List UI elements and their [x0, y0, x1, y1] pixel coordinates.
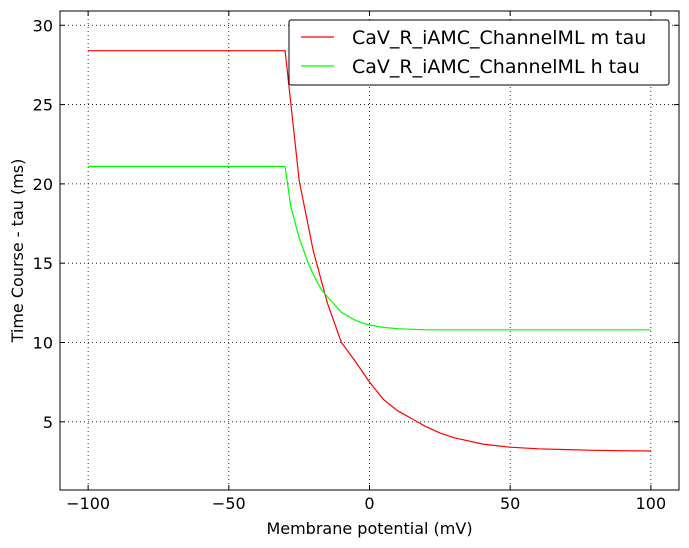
x-axis-label: Membrane potential (mV) — [266, 519, 472, 538]
x-tick-label: −50 — [212, 494, 246, 513]
series-line-1 — [88, 165, 651, 331]
legend-label-h-tau: CaV_R_iAMC_ChannelML h tau — [352, 56, 640, 78]
legend-label-m-tau: CaV_R_iAMC_ChannelML m tau — [352, 27, 646, 49]
x-tick-label: −100 — [66, 494, 110, 513]
y-tick-label: 25 — [33, 96, 53, 115]
x-tick-label: 0 — [364, 494, 374, 513]
y-axis-label: Time Course - tau (ms) — [8, 159, 27, 344]
legend: CaV_R_iAMC_ChannelML m tau CaV_R_iAMC_Ch… — [288, 19, 670, 86]
series-line-0 — [88, 50, 651, 452]
tick-labels: −100 −50 0 50 100 5 10 15 20 25 30 — [33, 16, 666, 513]
y-tick-label: 5 — [43, 413, 53, 432]
y-tick-label: 20 — [33, 175, 53, 194]
y-tick-label: 10 — [33, 333, 53, 352]
x-tick-label: 100 — [636, 494, 667, 513]
y-tick-label: 30 — [33, 16, 53, 35]
axis-ticks — [60, 11, 679, 490]
x-tick-label: 50 — [500, 494, 520, 513]
y-tick-label: 15 — [33, 254, 53, 273]
series-lines — [88, 50, 651, 452]
legend-box — [288, 19, 670, 86]
